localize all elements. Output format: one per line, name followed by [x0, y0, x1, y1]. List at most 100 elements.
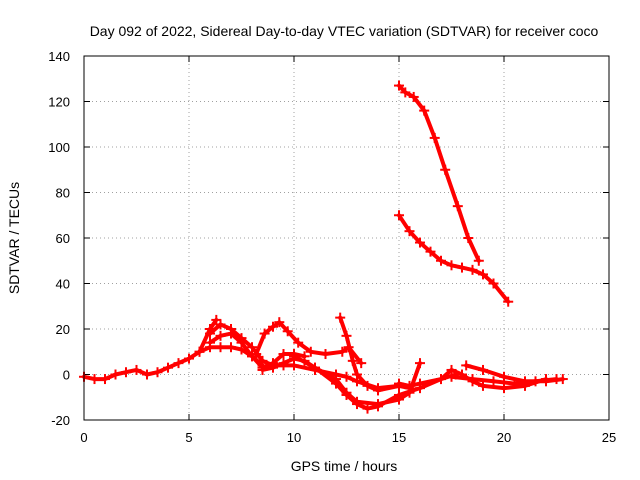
y-tick-label: 80	[56, 186, 70, 201]
series-e	[251, 317, 367, 369]
data-point	[509, 378, 520, 389]
data-point	[163, 362, 173, 373]
data-point	[247, 342, 257, 353]
data-point	[257, 364, 268, 375]
data-point	[478, 269, 488, 280]
y-tick-label: 120	[48, 95, 70, 110]
series-l	[394, 80, 484, 266]
data-point	[331, 378, 341, 389]
data-point	[173, 358, 184, 369]
x-tick-label: 20	[497, 430, 511, 445]
data-point	[425, 246, 436, 257]
data-point	[461, 360, 472, 371]
data-point	[259, 328, 270, 339]
data-point	[100, 374, 110, 385]
data-point	[251, 349, 262, 360]
data-point	[452, 201, 463, 212]
data-point	[488, 376, 499, 387]
data-point	[362, 403, 373, 414]
data-point	[341, 371, 352, 382]
data-point	[268, 362, 278, 373]
data-point	[408, 91, 419, 102]
data-point	[205, 328, 215, 339]
x-tick-label: 5	[185, 430, 192, 445]
data-point	[394, 80, 404, 91]
data-point	[415, 237, 425, 248]
data-point	[131, 364, 142, 375]
y-tick-label: 20	[56, 322, 70, 337]
data-point	[236, 337, 247, 348]
data-point	[305, 346, 316, 357]
data-point	[400, 87, 411, 98]
data-point	[341, 330, 352, 341]
data-point	[320, 349, 331, 360]
data-point	[293, 337, 304, 348]
data-point	[530, 376, 541, 387]
data-point	[341, 389, 352, 400]
data-point	[110, 369, 121, 380]
data-point	[215, 330, 226, 341]
y-tick-label: 60	[56, 231, 70, 246]
data-point	[415, 378, 425, 389]
data-point	[282, 326, 293, 337]
data-point	[429, 132, 440, 143]
data-point	[503, 296, 514, 307]
data-point	[335, 312, 346, 323]
x-tick-label: 10	[287, 430, 301, 445]
data-point	[226, 342, 236, 353]
data-point	[473, 255, 484, 266]
y-axis-label: SDTVAR / TECUs	[6, 182, 22, 294]
data-point	[478, 364, 488, 375]
data-point	[215, 342, 226, 353]
series-k	[446, 371, 562, 389]
data-point	[373, 401, 383, 412]
series-layer	[79, 80, 568, 414]
data-point	[268, 321, 278, 332]
data-point	[352, 399, 362, 410]
data-point	[373, 385, 383, 396]
data-point	[436, 374, 446, 385]
data-point	[499, 383, 509, 394]
data-point	[289, 351, 299, 362]
data-point	[446, 371, 457, 382]
series-line	[208, 322, 412, 391]
plot-frame	[83, 55, 610, 421]
data-point	[478, 380, 488, 391]
tick-layer: 0 5 10 15 20 25 -20 0 20 40 60 80 100 120 140	[48, 49, 616, 445]
y-tick-label: -20	[51, 413, 70, 428]
data-point	[362, 380, 373, 391]
data-point	[467, 374, 478, 385]
series-line	[397, 213, 511, 304]
data-point	[310, 362, 320, 373]
data-point	[142, 369, 152, 380]
y-tick-label: 140	[48, 49, 70, 64]
y-tick-label: 0	[63, 368, 70, 383]
data-point	[152, 367, 163, 378]
data-point	[446, 260, 457, 271]
data-point	[457, 262, 467, 273]
data-point	[347, 355, 358, 366]
data-point	[184, 353, 194, 364]
chart-title: Day 092 of 2022, Sidereal Day-to-day VTE…	[90, 23, 599, 39]
x-axis-label: GPS time / hours	[291, 458, 398, 474]
data-point	[394, 378, 404, 389]
data-point	[121, 367, 131, 378]
data-point	[274, 317, 285, 328]
data-point	[467, 264, 478, 275]
series-line	[208, 331, 307, 370]
series-m	[394, 210, 514, 307]
x-tick-label: 0	[80, 430, 87, 445]
data-point	[394, 210, 404, 221]
data-point	[499, 371, 509, 382]
data-point	[337, 346, 348, 357]
y-tick-label: 40	[56, 277, 70, 292]
data-point	[278, 358, 289, 369]
series-c	[205, 319, 415, 394]
data-point	[89, 374, 100, 385]
data-point	[415, 358, 425, 369]
data-point	[440, 164, 451, 175]
data-point	[226, 328, 236, 339]
data-point	[278, 349, 289, 360]
data-point	[404, 380, 415, 391]
